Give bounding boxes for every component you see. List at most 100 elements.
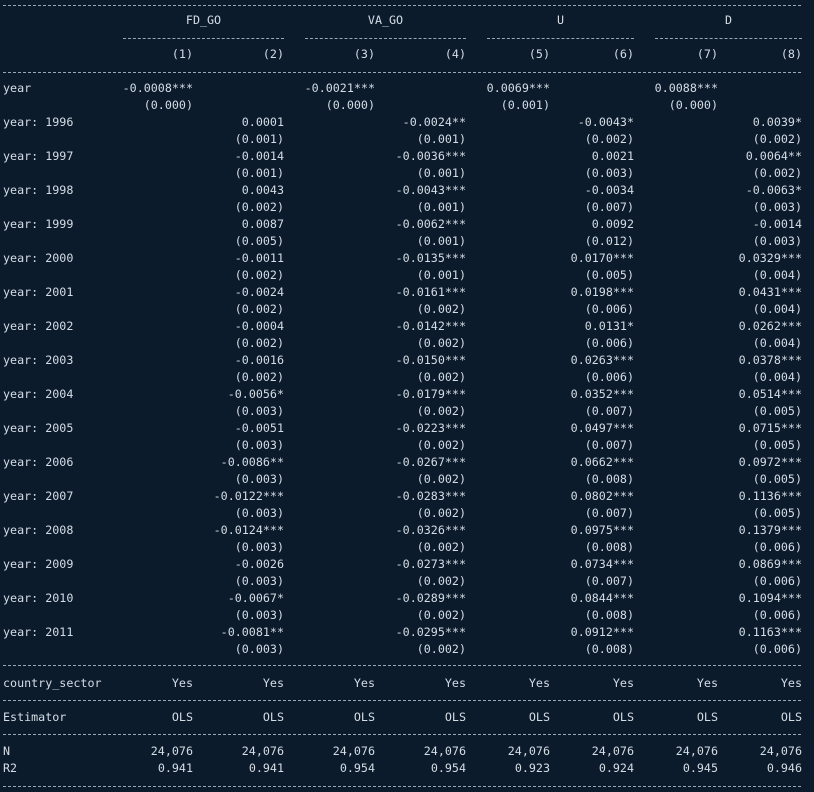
std-error-value: (0.005): [752, 438, 802, 452]
coefficient-value: 0.0263***: [570, 353, 634, 367]
estimator-value: OLS: [528, 710, 550, 724]
coefficient-value: -0.0067*: [227, 591, 284, 605]
group-header: U: [556, 13, 565, 27]
coefficient-row: year: 2010 -0.0067* -0.0289*** 0.0844*** 0.1…: [0, 590, 814, 607]
coefficient-value: -0.0223***: [395, 421, 466, 435]
std-error-value: (0.007): [584, 506, 634, 520]
coefficient-value: 0.0352***: [570, 387, 634, 401]
coefficient-row: year: 2000 -0.0011 -0.0135*** 0.0170*** 0.03…: [0, 250, 814, 267]
stat-value: 24,076: [759, 744, 802, 758]
column-number-row: (1) (2) (3) (4) (5) (6) (7) (8): [0, 46, 814, 63]
row-label: year: 1998: [3, 183, 74, 197]
row-label: year: 2000: [3, 251, 74, 265]
coefficient-value: -0.0056*: [227, 387, 284, 401]
coefficient-value: 0.0021: [591, 149, 634, 163]
group-header: VA_GO: [367, 13, 404, 27]
fixed-effects-value: Yes: [171, 676, 193, 690]
stat-value: 24,076: [332, 744, 375, 758]
column-number: (1): [171, 47, 193, 61]
coefficient-row: year: 2007 -0.0122*** -0.0283*** 0.0802*** 0…: [0, 488, 814, 505]
row-label: year: 1997: [3, 149, 74, 163]
coefficient-value: -0.0161***: [395, 285, 466, 299]
std-error-value: (0.006): [752, 642, 802, 656]
estimator-value: OLS: [353, 710, 375, 724]
coefficient-value: 0.0975***: [570, 523, 634, 537]
fixed-effects-value: Yes: [696, 676, 718, 690]
coefficient-value: -0.0024**: [402, 115, 466, 129]
coefficient-value: 0.0972***: [738, 455, 802, 469]
fixed-effects-value: Yes: [612, 676, 634, 690]
fixed-effects-row: country_sector Yes Yes Yes Yes Yes Yes Yes Yes: [0, 675, 814, 692]
coefficient-value: 0.0662***: [570, 455, 634, 469]
std-error-value: (0.001): [416, 166, 466, 180]
estimator-value: OLS: [612, 710, 634, 724]
column-number: (8): [780, 47, 802, 61]
group-underline: [655, 38, 802, 39]
std-error-row: (0.002) (0.001) (0.007) (0.003): [0, 199, 814, 216]
std-error-value: (0.007): [584, 404, 634, 418]
header-rule: [3, 72, 801, 73]
row-label: year: 2006: [3, 455, 74, 469]
coefficient-value: -0.0086**: [220, 455, 284, 469]
std-error-value: (0.003): [752, 234, 802, 248]
coefficient-row: year: 1999 0.0087 -0.0062*** 0.0092 -0.0014: [0, 216, 814, 233]
coefficient-value: -0.0011: [234, 251, 284, 265]
std-error-row: (0.003) (0.002) (0.007) (0.006): [0, 573, 814, 590]
std-error-value: (0.007): [584, 438, 634, 452]
std-error-value: (0.000): [668, 98, 718, 112]
stat-value: 0.923: [514, 761, 550, 775]
std-error-value: (0.006): [584, 370, 634, 384]
std-error-value: (0.001): [500, 98, 550, 112]
coefficient-row: year: 2009 -0.0026 -0.0273*** 0.0734*** 0.08…: [0, 556, 814, 573]
coefficient-value: -0.0326***: [395, 523, 466, 537]
std-error-value: (0.006): [752, 574, 802, 588]
std-error-value: (0.012): [584, 234, 634, 248]
stat-label: N: [3, 744, 11, 758]
coefficient-value: -0.0008***: [122, 81, 193, 95]
coefficient-value: -0.0021***: [304, 81, 375, 95]
coefficient-value: 0.0497***: [570, 421, 634, 435]
coefficient-row: year: 2011 -0.0081** -0.0295*** 0.0912*** 0.…: [0, 624, 814, 641]
stat-value: 24,076: [241, 744, 284, 758]
column-number: (6): [612, 47, 634, 61]
coefficient-row: year: 2004 -0.0056* -0.0179*** 0.0352*** 0.0…: [0, 386, 814, 403]
coefficient-row: year: 1998 0.0043 -0.0043*** -0.0034 -0.0063…: [0, 182, 814, 199]
fixed-effects-value: Yes: [262, 676, 284, 690]
std-error-value: (0.002): [234, 336, 284, 350]
coefficient-value: -0.0036***: [395, 149, 466, 163]
estimator-value: OLS: [171, 710, 193, 724]
std-error-value: (0.002): [416, 336, 466, 350]
fixed-effects-value: Yes: [780, 676, 802, 690]
column-number: (3): [353, 47, 375, 61]
coefficient-value: 0.0039*: [752, 115, 802, 129]
coefficient-value: -0.0135***: [395, 251, 466, 265]
std-error-row: (0.002) (0.002) (0.006) (0.004): [0, 335, 814, 352]
coefficient-value: -0.0043*: [577, 115, 634, 129]
coefficient-value: -0.0295***: [395, 625, 466, 639]
std-error-value: (0.005): [584, 268, 634, 282]
coefficient-value: -0.0014: [234, 149, 284, 163]
coefficient-value: 0.0844***: [570, 591, 634, 605]
coefficient-value: 0.0069***: [486, 81, 550, 95]
row-label: year: 1996: [3, 115, 74, 129]
coefficient-value: 0.0514***: [738, 387, 802, 401]
coefficient-row: year: 2003 -0.0016 -0.0150*** 0.0263*** 0.03…: [0, 352, 814, 369]
group-header-row: FD_GO VA_GO U D: [0, 12, 814, 29]
std-error-value: (0.004): [752, 370, 802, 384]
std-error-value: (0.002): [752, 132, 802, 146]
coefficient-value: -0.0267***: [395, 455, 466, 469]
coefficient-value: -0.0026: [234, 557, 284, 571]
std-error-value: (0.002): [416, 642, 466, 656]
std-error-value: (0.002): [752, 166, 802, 180]
estimator-row: Estimator OLS OLS OLS OLS OLS OLS OLS OLS: [0, 709, 814, 726]
fe-rule: [3, 665, 801, 666]
estimator-value: OLS: [696, 710, 718, 724]
top-rule: [3, 5, 801, 6]
std-error-value: (0.003): [234, 506, 284, 520]
row-label: year: 2010: [3, 591, 74, 605]
coefficient-value: -0.0122***: [213, 489, 284, 503]
coefficient-value: 0.0912***: [570, 625, 634, 639]
coefficient-value: 0.0715***: [738, 421, 802, 435]
column-number: (4): [444, 47, 466, 61]
